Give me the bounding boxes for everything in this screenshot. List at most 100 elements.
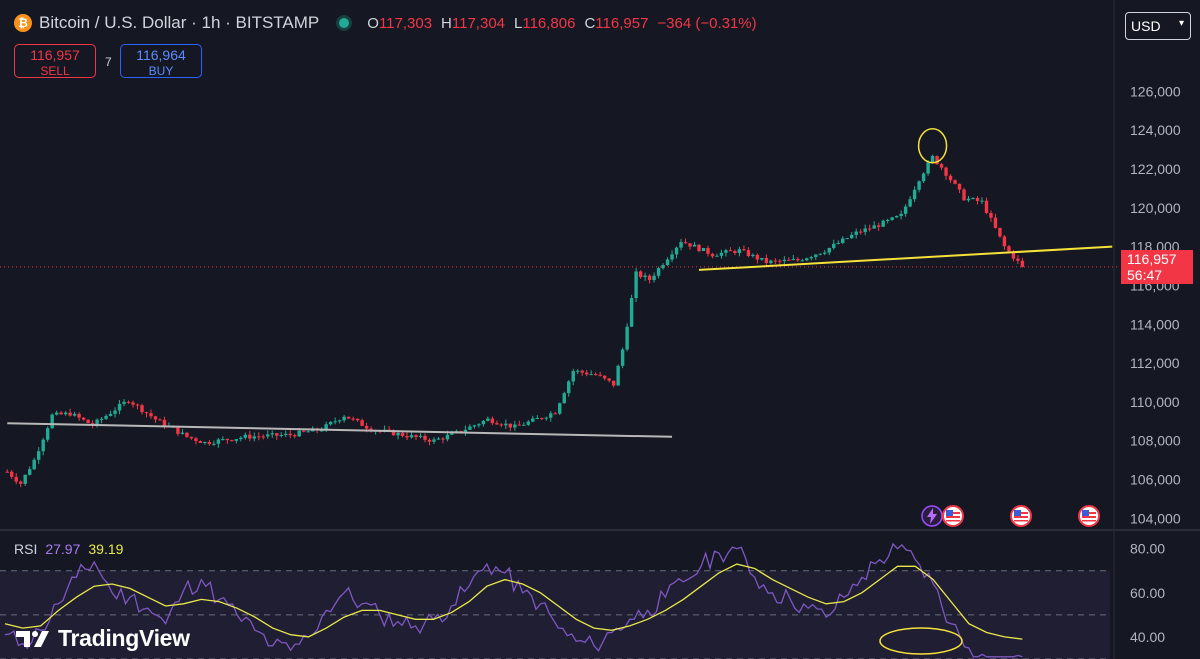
candle [225,438,230,441]
candle [432,439,436,442]
candle [59,412,63,415]
rsi-legend[interactable]: RSI 27.97 39.19 [14,541,123,557]
change-value: −364 (−0.31%) [657,14,757,32]
candle [513,424,517,428]
candle [495,423,499,425]
candle [328,421,333,425]
close-value: 116,957 [595,14,649,32]
candle [760,257,764,260]
candle [939,164,944,168]
candle [692,244,697,247]
candle [77,413,81,418]
candle [81,417,86,420]
candle [701,248,706,252]
candle [508,423,513,428]
candle [814,254,818,258]
candle [836,243,840,245]
candle [850,234,854,239]
candle [364,425,369,429]
candle [827,247,831,253]
candle [36,451,41,460]
price-tick-label: 122,000 [1130,161,1181,177]
candle [656,268,661,276]
us-flag-event-icon[interactable] [941,504,965,528]
rsi-line [4,542,1023,658]
candle [230,440,234,442]
candle [346,416,351,419]
candle [189,436,194,439]
candle [499,424,504,426]
price-tick-label: 108,000 [1130,433,1181,449]
us-flag-event-icon[interactable] [1009,504,1033,528]
buy-price: 116,964 [136,47,186,63]
candle [679,242,683,248]
candle [903,206,908,214]
candle [975,197,980,201]
sell-price: 116,957 [30,47,80,63]
candle [104,415,108,419]
candle [917,181,921,190]
candle [122,401,126,404]
symbol-header[interactable]: ₿ Bitcoin / U.S. Dollar · 1h · BITSTAMP … [14,13,757,33]
candle [688,243,692,247]
sell-button[interactable]: 116,957 SELL [14,44,96,78]
candle [117,403,122,411]
tradingview-branding[interactable]: TradingView [16,625,190,652]
candle [742,249,746,251]
candle [867,228,872,230]
rsi-pane[interactable] [0,542,1110,659]
candle [50,414,54,429]
candle [396,432,400,436]
candle [634,271,638,299]
candle [239,437,243,440]
candle [180,432,185,434]
candle [1007,246,1011,252]
candle [638,271,643,278]
candle [319,430,324,432]
candle [710,253,715,257]
candle [791,259,796,261]
support-trendline [698,245,1113,271]
candle [194,438,198,442]
candle [252,436,257,439]
buy-button[interactable]: 116,964 BUY [120,44,202,78]
candle [580,370,584,373]
currency-select[interactable]: USD ▾ [1125,12,1191,40]
price-axis: 104,000 106,000 108,000 110,000 112,000 114,0… [1130,83,1181,645]
candle [625,326,629,350]
low-key: L [514,14,523,32]
candle [203,441,207,443]
candle [724,250,728,253]
candle [562,393,566,404]
low-value: 116,806 [522,14,576,32]
candle [733,250,737,254]
candle [661,265,665,269]
candle [576,370,580,372]
candle [782,259,787,262]
candle [490,418,495,424]
rsi-tick-label: 40.00 [1130,629,1165,645]
candle [450,432,454,435]
rsi-ma-line [4,563,1023,640]
price-tick-label: 106,000 [1130,471,1181,487]
candle [427,439,432,442]
candle [593,374,598,376]
us-flag-event-icon[interactable] [1077,504,1101,528]
candle [751,254,755,257]
candle [14,476,18,482]
candle [643,275,647,278]
candle [535,418,539,420]
candle [962,189,966,201]
base-trendline [7,422,673,438]
rsi-divergence-ellipse [879,627,963,655]
candle [86,419,90,424]
candle [95,419,99,426]
candle [984,200,989,213]
candle [423,435,427,440]
candle [540,418,544,420]
candle [935,156,939,165]
candle [620,349,625,366]
candle [549,413,553,418]
